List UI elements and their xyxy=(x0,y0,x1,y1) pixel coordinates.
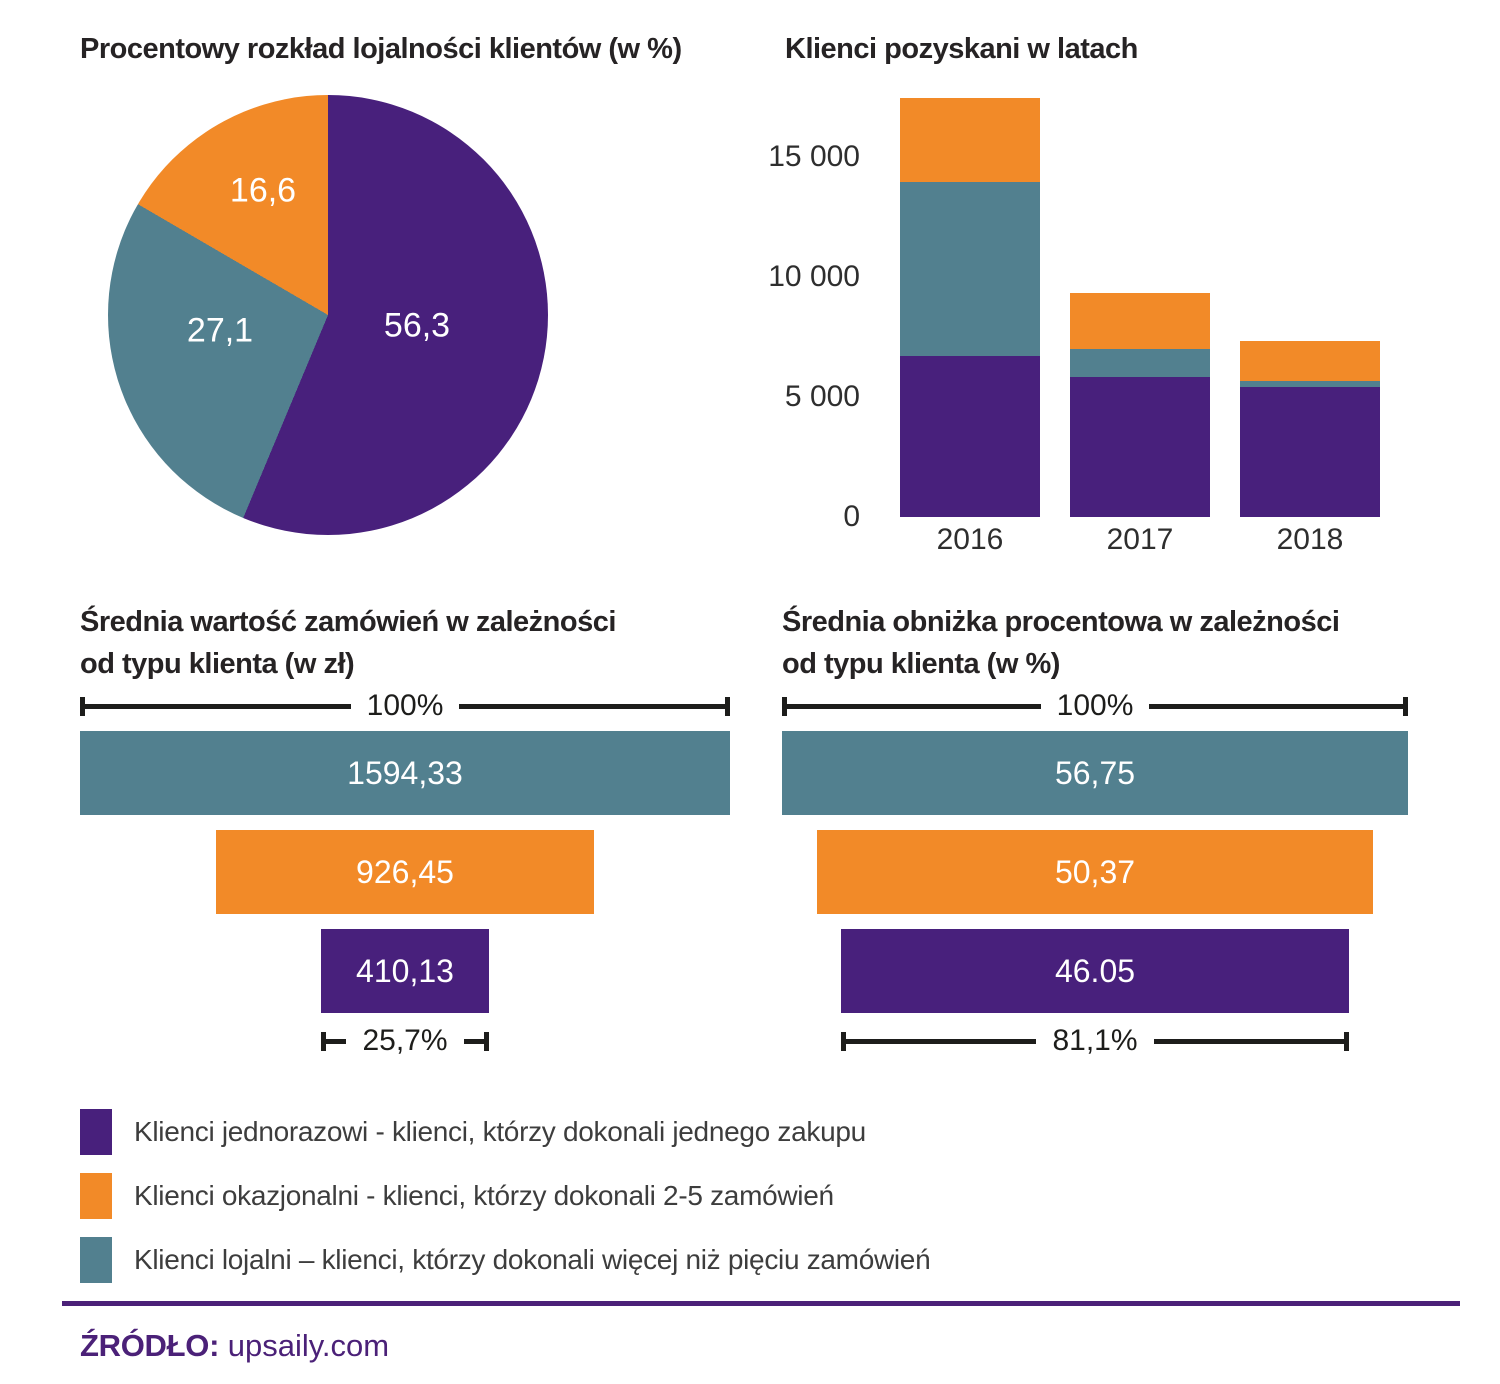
x-label-2018: 2018 xyxy=(1276,523,1344,557)
bar-2018-lojalni xyxy=(1240,380,1380,388)
bracket-cap xyxy=(321,1031,327,1051)
funnel-left-title-line2: od typu klienta (w zł) xyxy=(80,648,355,681)
source-label: ŹRÓDŁO: xyxy=(80,1328,220,1364)
funnel-left-value-lojalni: 1594,33 xyxy=(347,754,463,791)
funnel-left-bottom-bracket: 25,7% xyxy=(321,1024,489,1057)
x-label-2017: 2017 xyxy=(1106,523,1174,557)
bracket-line xyxy=(459,703,726,709)
funnel-right-top-bracket-label: 100% xyxy=(1056,689,1134,723)
funnel-right-bar-lojalni: 56,75 xyxy=(782,731,1408,816)
pie-slice-label-okazjonalni: 16,6 xyxy=(229,171,297,210)
pie-graphic xyxy=(108,95,548,536)
source-line: ŹRÓDŁO: upsaily.com xyxy=(80,1328,1500,1364)
pie-slice-label-lojalni: 27,1 xyxy=(186,311,254,350)
funnels-row: Średnia wartość zamówień w zależności od… xyxy=(0,601,1500,1057)
funnel-right-title-line1: Średnia obniżka procentowa w zależności xyxy=(782,606,1340,639)
funnel-right-title-line2: od typu klienta (w %) xyxy=(782,648,1060,681)
funnel-left-value-jednorazowi: 410,13 xyxy=(356,952,454,989)
y-tick-15000: 15 000 xyxy=(768,140,860,174)
pie-chart-section: Procentowy rozkład lojalności klientów (… xyxy=(80,28,770,557)
x-label-2016: 2016 xyxy=(936,523,1004,557)
bracket-line xyxy=(463,1038,484,1044)
bar-2018 xyxy=(1240,341,1380,518)
funnel-right-bar-okazjonalni: 50,37 xyxy=(817,830,1373,915)
bar-2016-jednorazowi xyxy=(900,356,1040,518)
y-tick-5000: 5 000 xyxy=(784,380,860,414)
funnel-right-bottom-bracket: 81,1% xyxy=(841,1024,1349,1057)
funnel-left-bar-lojalni: 1594,33 xyxy=(80,731,730,816)
funnel-right-value-okazjonalni: 50,37 xyxy=(1054,853,1136,890)
pie-slice-label-jednorazowi: 56,3 xyxy=(383,306,451,345)
funnel-left-bottom-bracket-label: 25,7% xyxy=(362,1024,448,1058)
footer-divider xyxy=(62,1301,1460,1307)
pie-chart-title: Procentowy rozkład lojalności klientów (… xyxy=(80,33,682,65)
plot-area xyxy=(900,77,1380,518)
bracket-cap xyxy=(782,696,787,716)
funnel-left-value-okazjonalni: 926,45 xyxy=(356,853,454,890)
bar-2016 xyxy=(900,98,1040,518)
funnel-left-top-bracket: 100% xyxy=(80,689,731,722)
funnel-left-top-bracket-label: 100% xyxy=(366,689,444,723)
funnel-right-value-lojalni: 56,75 xyxy=(1054,754,1136,791)
bar-2016-okazjonalni xyxy=(900,98,1040,183)
legend-item-okazjonalni: Klienci okazjonalni - klienci, którzy do… xyxy=(80,1173,1460,1220)
bracket-cap xyxy=(841,1031,846,1051)
bracket-line xyxy=(1153,1038,1344,1044)
legend-swatch-teal xyxy=(80,1237,112,1284)
legend-item-jednorazowi: Klienci jednorazowi - klienci, którzy do… xyxy=(80,1109,1460,1156)
legend-swatch-purple xyxy=(80,1109,112,1156)
bar-2016-lojalni xyxy=(900,182,1040,357)
bracket-cap xyxy=(483,1031,489,1051)
funnel-left-bar-jednorazowi: 410,13 xyxy=(321,929,489,1014)
funnel-left-title-line1: Średnia wartość zamówień w zależności xyxy=(80,606,616,639)
bracket-cap xyxy=(80,696,85,716)
bracket-cap xyxy=(1343,1031,1349,1051)
funnel-right-value-jednorazowi: 46.05 xyxy=(1054,952,1136,989)
bar-2017-okazjonalni xyxy=(1070,292,1210,350)
funnel-left-bar-okazjonalni: 926,45 xyxy=(216,830,594,915)
y-axis: 0 5 000 10 000 15 000 xyxy=(768,77,860,533)
bracket-line xyxy=(1149,703,1404,709)
bar-chart-title: Klienci pozyskani w latach xyxy=(785,33,1138,65)
y-tick-0: 0 xyxy=(843,500,860,534)
source-link: upsaily.com xyxy=(227,1328,390,1364)
stacked-bar-chart: 0 5 000 10 000 15 000 xyxy=(768,77,1460,533)
legend-swatch-orange xyxy=(80,1173,112,1220)
bracket-line xyxy=(326,1038,347,1044)
legend-item-lojalni: Klienci lojalni – klienci, którzy dokona… xyxy=(80,1237,1460,1284)
bar-2018-jednorazowi xyxy=(1240,387,1380,518)
bracket-line xyxy=(85,703,351,709)
bracket-line xyxy=(787,703,1041,709)
bar-2018-okazjonalni xyxy=(1240,341,1380,381)
bracket-line xyxy=(846,1038,1037,1044)
funnel-discount: Średnia obniżka procentowa w zależności … xyxy=(782,601,1409,1057)
top-row: Procentowy rozkład lojalności klientów (… xyxy=(0,0,1500,557)
funnel-order-value: Średnia wartość zamówień w zależności od… xyxy=(80,601,731,1057)
legend: Klienci jednorazowi - klienci, którzy do… xyxy=(80,1109,1460,1284)
x-axis-labels: 2016 2017 2018 xyxy=(900,523,1460,557)
bar-2017-jednorazowi xyxy=(1070,376,1210,518)
legend-label-lojalni: Klienci lojalni – klienci, którzy dokona… xyxy=(134,1244,931,1276)
legend-label-jednorazowi: Klienci jednorazowi - klienci, którzy do… xyxy=(134,1116,866,1148)
legend-label-okazjonalni: Klienci okazjonalni - klienci, którzy do… xyxy=(134,1180,834,1212)
bar-2017-lojalni xyxy=(1070,349,1210,377)
pie-chart: 56,3 27,1 16,6 xyxy=(108,95,548,536)
y-tick-10000: 10 000 xyxy=(768,260,860,294)
bracket-cap xyxy=(1403,696,1409,716)
funnel-right-bar-jednorazowi: 46.05 xyxy=(841,929,1349,1014)
funnel-right-bottom-bracket-label: 81,1% xyxy=(1052,1024,1138,1058)
bar-chart-section: Klienci pozyskani w latach 0 5 000 10 00… xyxy=(768,28,1460,557)
bar-2017 xyxy=(1070,292,1210,518)
funnel-right-top-bracket: 100% xyxy=(782,689,1409,722)
bracket-cap xyxy=(725,696,731,716)
